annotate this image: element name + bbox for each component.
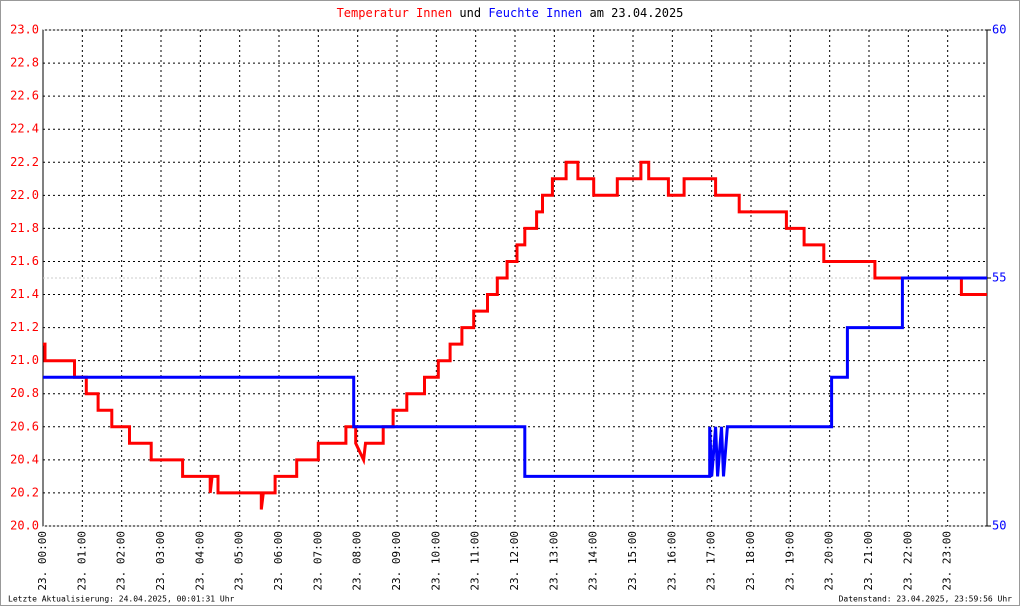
x-tick-label: 23. 10:00 <box>429 531 442 591</box>
line-series <box>43 276 987 478</box>
y-tick-label: 21.6 <box>10 254 39 268</box>
x-tick-label: 23. 17:00 <box>705 531 718 591</box>
x-tick-label: 23. 08:00 <box>351 531 364 591</box>
x-tick-label: 23. 14:00 <box>587 531 600 591</box>
y-tick-label: 20.2 <box>10 485 39 499</box>
footer-right: Datenstand: 23.04.2025, 23:59:56 Uhr <box>839 595 1013 604</box>
x-tick-label: 23. 02:00 <box>115 531 128 591</box>
y-tick-label: 22.0 <box>10 188 39 202</box>
x-tick-label: 23. 06:00 <box>272 531 285 591</box>
x-tick-label: 23. 15:00 <box>626 531 639 591</box>
x-tick-label: 23. 20:00 <box>823 531 836 591</box>
x-tick-label: 23. 23:00 <box>941 531 954 591</box>
y-tick-label: 20.0 <box>10 519 39 533</box>
x-tick-label: 23. 22:00 <box>901 531 914 591</box>
x-tick-label: 23. 03:00 <box>154 531 167 591</box>
y-tick-label: 21.2 <box>10 320 39 334</box>
y-tick-label: 22.6 <box>10 89 39 103</box>
y-tick-label: 22.2 <box>10 155 39 169</box>
y2-tick-label: 50 <box>992 519 1006 533</box>
x-tick-label: 23. 01:00 <box>75 531 88 591</box>
x-tick-label: 23. 04:00 <box>193 531 206 591</box>
x-tick-label: 23. 18:00 <box>744 531 757 591</box>
x-tick-label: 23. 19:00 <box>783 531 796 591</box>
x-tick-label: 23. 16:00 <box>665 531 678 591</box>
x-tick-label: 23. 11:00 <box>469 531 482 591</box>
footer-left: Letzte Aktualisierung: 24.04.2025, 00:01… <box>8 595 235 604</box>
y-tick-label: 20.4 <box>10 452 39 466</box>
y-tick-label: 21.4 <box>10 287 39 301</box>
y-tick-label: 21.8 <box>10 221 39 235</box>
title-part: Temperatur Innen <box>337 6 453 20</box>
y2-tick-label: 55 <box>992 271 1006 285</box>
title-part: am 23.04.2025 <box>589 6 683 20</box>
x-tick-label: 23. 13:00 <box>547 531 560 591</box>
line-series <box>43 160 987 510</box>
y2-tick-label: 60 <box>992 23 1006 37</box>
x-tick-label: 23. 21:00 <box>862 531 875 591</box>
y-tick-label: 20.8 <box>10 386 39 400</box>
x-tick-label: 23. 09:00 <box>390 531 403 591</box>
x-tick-label: 23. 07:00 <box>311 531 324 591</box>
y-tick-label: 22.8 <box>10 56 39 70</box>
x-tick-label: 23. 00:00 <box>36 531 49 591</box>
chart-title: Temperatur Innen und Feuchte Innen am 23… <box>337 6 684 20</box>
title-part: und <box>459 6 481 20</box>
title-part: Feuchte Innen <box>488 6 582 20</box>
y-tick-label: 22.4 <box>10 122 39 136</box>
y-tick-label: 21.0 <box>10 353 39 367</box>
y-tick-label: 20.6 <box>10 419 39 433</box>
x-tick-label: 23. 12:00 <box>508 531 521 591</box>
y-tick-label: 23.0 <box>10 23 39 37</box>
x-tick-label: 23. 05:00 <box>233 531 246 591</box>
